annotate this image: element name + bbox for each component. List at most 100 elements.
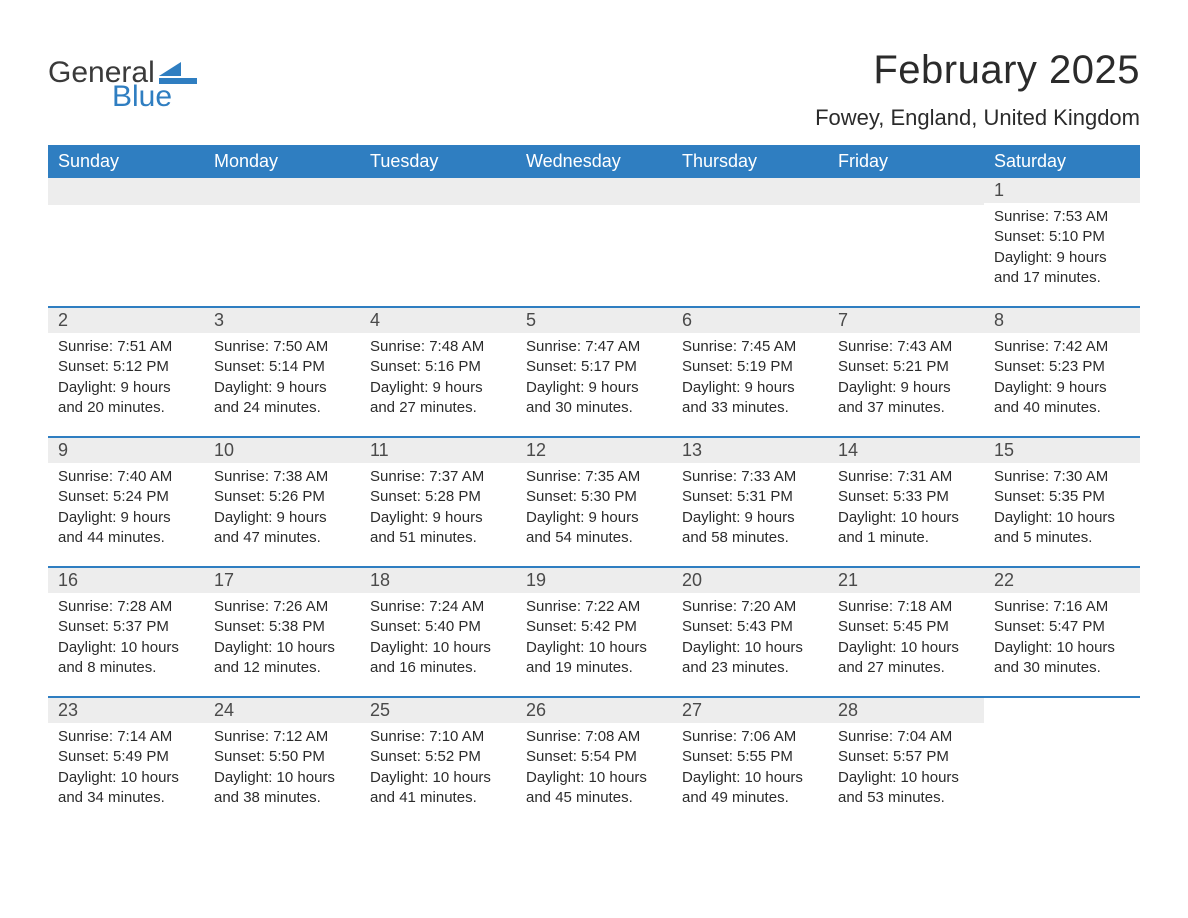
sunset-line: Sunset: 5:16 PM [370,357,506,377]
day-details: Sunrise: 7:22 AMSunset: 5:42 PMDaylight:… [516,597,672,678]
day-details: Sunrise: 7:48 AMSunset: 5:16 PMDaylight:… [360,337,516,418]
sunrise-line: Sunrise: 7:45 AM [682,337,818,357]
day-number: 6 [672,308,828,333]
daylight-line: Daylight: 9 hours and 58 minutes. [682,508,818,549]
day-number: 27 [672,698,828,723]
sunset-line: Sunset: 5:31 PM [682,487,818,507]
day-cell: 1Sunrise: 7:53 AMSunset: 5:10 PMDaylight… [984,178,1140,306]
day-details: Sunrise: 7:18 AMSunset: 5:45 PMDaylight:… [828,597,984,678]
sunrise-line: Sunrise: 7:06 AM [682,727,818,747]
sunset-line: Sunset: 5:28 PM [370,487,506,507]
week-row: 2 Sunrise: 7:51 AMSunset: 5:12 PMDaylight… [48,306,1140,436]
day-header: Tuesday [360,145,516,178]
day-details: Sunrise: 7:28 AMSunset: 5:37 PMDaylight:… [48,597,204,678]
sunrise-line: Sunrise: 7:47 AM [526,337,662,357]
sunrise-line: Sunrise: 7:33 AM [682,467,818,487]
day-details: Sunrise: 7:12 AMSunset: 5:50 PMDaylight:… [204,727,360,808]
location-label: Fowey, England, United Kingdom [815,105,1140,131]
daylight-line: Daylight: 10 hours and 27 minutes. [838,638,974,679]
sunrise-line: Sunrise: 7:24 AM [370,597,506,617]
day-number [516,178,672,205]
week-row: 16Sunrise: 7:28 AMSunset: 5:37 PMDayligh… [48,566,1140,696]
sunset-line: Sunset: 5:38 PM [214,617,350,637]
day-cell [48,178,204,306]
daylight-line: Daylight: 10 hours and 5 minutes. [994,508,1130,549]
daylight-line: Daylight: 9 hours and 37 minutes. [838,378,974,419]
sunset-line: Sunset: 5:57 PM [838,747,974,767]
sunrise-line: Sunrise: 7:22 AM [526,597,662,617]
daylight-line: Daylight: 9 hours and 54 minutes. [526,508,662,549]
day-details: Sunrise: 7:53 AMSunset: 5:10 PMDaylight:… [984,207,1140,288]
day-number: 13 [672,438,828,463]
logo-text-blue: Blue [112,82,197,112]
day-number: 25 [360,698,516,723]
day-cell: 3Sunrise: 7:50 AMSunset: 5:14 PMDaylight… [204,308,360,436]
sunrise-line: Sunrise: 7:30 AM [994,467,1130,487]
sunrise-line: Sunrise: 7:20 AM [682,597,818,617]
sunset-line: Sunset: 5:54 PM [526,747,662,767]
day-number: 19 [516,568,672,593]
sunset-line: Sunset: 5:33 PM [838,487,974,507]
day-cell [672,178,828,306]
day-details: Sunrise: 7:40 AMSunset: 5:24 PMDaylight:… [48,467,204,548]
sunrise-line: Sunrise: 7:50 AM [214,337,350,357]
daylight-line: Daylight: 9 hours and 47 minutes. [214,508,350,549]
day-details: Sunrise: 7:51 AMSunset: 5:12 PMDaylight:… [48,337,204,418]
daylight-line: Daylight: 9 hours and 33 minutes. [682,378,818,419]
day-cell [984,698,1140,826]
day-details: Sunrise: 7:04 AMSunset: 5:57 PMDaylight:… [828,727,984,808]
day-number: 21 [828,568,984,593]
sunset-line: Sunset: 5:26 PM [214,487,350,507]
sunrise-line: Sunrise: 7:48 AM [370,337,506,357]
sunset-line: Sunset: 5:50 PM [214,747,350,767]
day-details: Sunrise: 7:30 AMSunset: 5:35 PMDaylight:… [984,467,1140,548]
daylight-line: Daylight: 9 hours and 44 minutes. [58,508,194,549]
day-cell: 10Sunrise: 7:38 AMSunset: 5:26 PMDayligh… [204,438,360,566]
day-cell: 14Sunrise: 7:31 AMSunset: 5:33 PMDayligh… [828,438,984,566]
sunset-line: Sunset: 5:19 PM [682,357,818,377]
header: General Blue February 2025 Fowey, Englan… [48,48,1140,131]
day-number [360,178,516,205]
sunrise-line: Sunrise: 7:35 AM [526,467,662,487]
sunset-line: Sunset: 5:14 PM [214,357,350,377]
day-details: Sunrise: 7:26 AMSunset: 5:38 PMDaylight:… [204,597,360,678]
day-cell [828,178,984,306]
day-cell: 18Sunrise: 7:24 AMSunset: 5:40 PMDayligh… [360,568,516,696]
day-number: 5 [516,308,672,333]
day-cell: 5Sunrise: 7:47 AMSunset: 5:17 PMDaylight… [516,308,672,436]
day-header: Friday [828,145,984,178]
sunset-line: Sunset: 5:30 PM [526,487,662,507]
day-cell: 7Sunrise: 7:43 AMSunset: 5:21 PMDaylight… [828,308,984,436]
day-number: 23 [48,698,204,723]
sunset-line: Sunset: 5:42 PM [526,617,662,637]
day-cell: 13 Sunrise: 7:33 AMSunset: 5:31 PMDayligh… [672,438,828,566]
day-details: Sunrise: 7:33 AMSunset: 5:31 PMDaylight:… [672,467,828,548]
title-block: February 2025 Fowey, England, United Kin… [815,48,1140,131]
sunrise-line: Sunrise: 7:37 AM [370,467,506,487]
daylight-line: Daylight: 10 hours and 1 minute. [838,508,974,549]
day-number: 2 [48,308,204,333]
sunset-line: Sunset: 5:43 PM [682,617,818,637]
sunset-line: Sunset: 5:12 PM [58,357,194,377]
sunset-line: Sunset: 5:24 PM [58,487,194,507]
week-row: 9Sunrise: 7:40 AMSunset: 5:24 PMDaylight… [48,436,1140,566]
daylight-line: Daylight: 9 hours and 40 minutes. [994,378,1130,419]
day-number: 18 [360,568,516,593]
daylight-line: Daylight: 10 hours and 41 minutes. [370,768,506,809]
sunrise-line: Sunrise: 7:10 AM [370,727,506,747]
daylight-line: Daylight: 9 hours and 17 minutes. [994,248,1130,289]
day-header: Monday [204,145,360,178]
day-details: Sunrise: 7:35 AMSunset: 5:30 PMDaylight:… [516,467,672,548]
sunset-line: Sunset: 5:47 PM [994,617,1130,637]
logo: General Blue [48,48,197,112]
sunrise-line: Sunrise: 7:40 AM [58,467,194,487]
daylight-line: Daylight: 9 hours and 30 minutes. [526,378,662,419]
day-number: 24 [204,698,360,723]
sunset-line: Sunset: 5:35 PM [994,487,1130,507]
day-number: 4 [360,308,516,333]
day-number [828,178,984,205]
day-details: Sunrise: 7:20 AMSunset: 5:43 PMDaylight:… [672,597,828,678]
day-number: 17 [204,568,360,593]
sunrise-line: Sunrise: 7:04 AM [838,727,974,747]
day-number [48,178,204,205]
